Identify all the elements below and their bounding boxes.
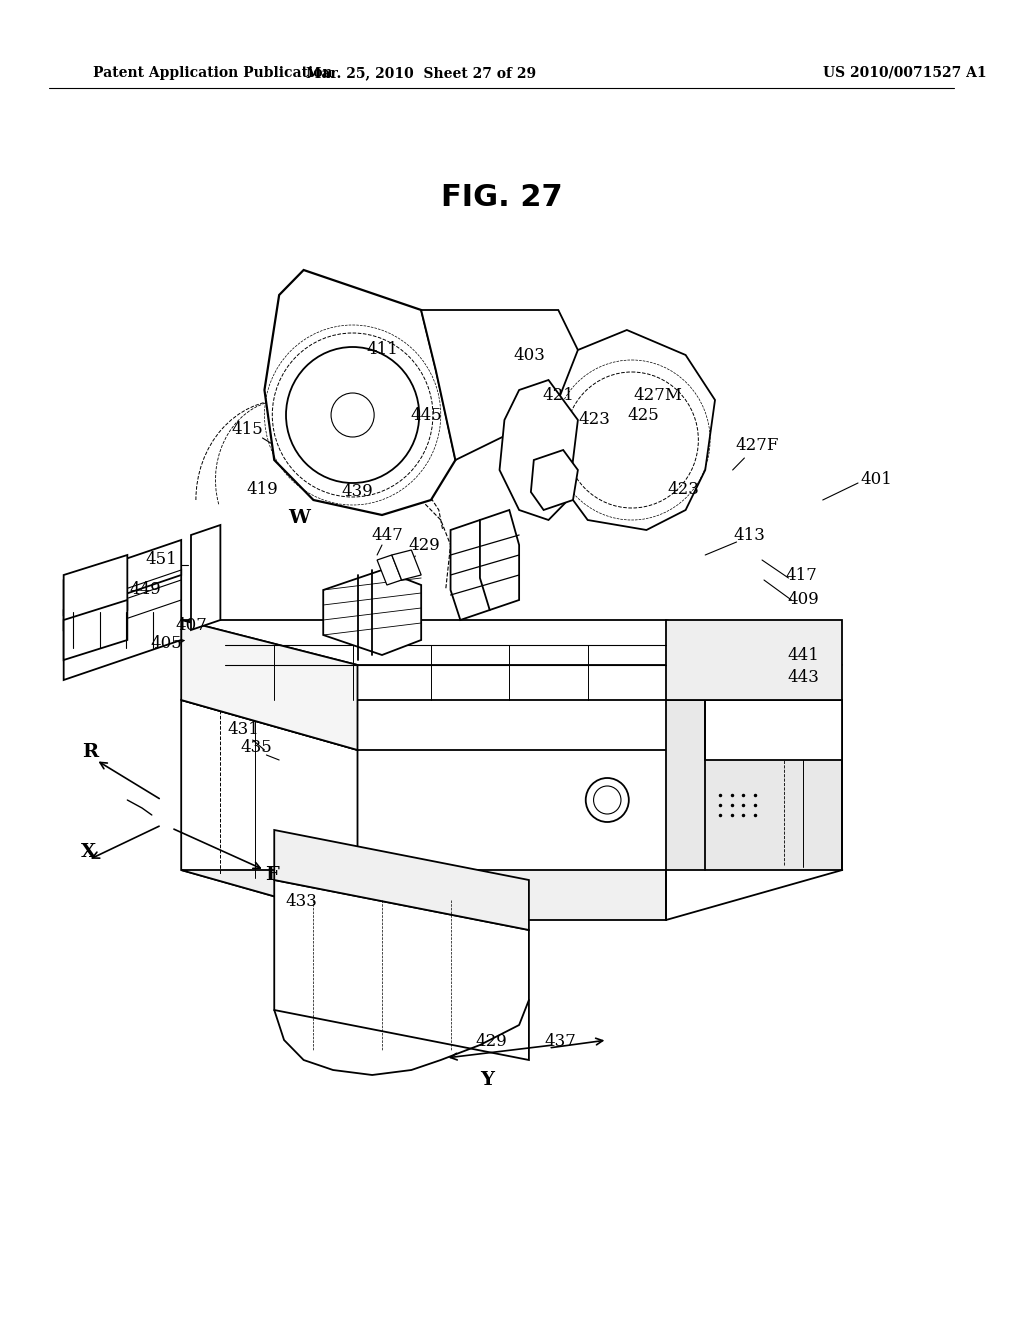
Text: 403: 403 xyxy=(513,346,545,363)
Text: 439: 439 xyxy=(342,483,374,500)
Text: US 2010/0071527 A1: US 2010/0071527 A1 xyxy=(822,66,986,81)
Polygon shape xyxy=(421,310,578,459)
Circle shape xyxy=(331,393,374,437)
Text: 419: 419 xyxy=(247,482,279,499)
Text: 411: 411 xyxy=(366,342,398,359)
Text: 437: 437 xyxy=(545,1034,577,1051)
Polygon shape xyxy=(63,540,181,615)
Polygon shape xyxy=(500,380,578,520)
Text: X: X xyxy=(81,843,96,861)
Text: 431: 431 xyxy=(227,722,259,738)
Text: Y: Y xyxy=(480,1071,494,1089)
Text: 421: 421 xyxy=(543,387,574,404)
Text: 441: 441 xyxy=(787,647,819,664)
Text: 429: 429 xyxy=(409,536,440,553)
Polygon shape xyxy=(530,450,578,510)
Text: 429: 429 xyxy=(476,1034,508,1051)
Text: R: R xyxy=(82,743,98,762)
Text: 449: 449 xyxy=(129,582,161,598)
Text: 423: 423 xyxy=(579,412,610,429)
Text: Patent Application Publication: Patent Application Publication xyxy=(93,66,333,81)
Circle shape xyxy=(594,785,621,814)
Text: 405: 405 xyxy=(151,635,182,652)
Polygon shape xyxy=(63,601,127,660)
Text: 427M: 427M xyxy=(634,387,683,404)
Polygon shape xyxy=(549,330,715,531)
Polygon shape xyxy=(480,510,519,610)
Polygon shape xyxy=(181,700,843,750)
Text: 423: 423 xyxy=(668,482,699,499)
Polygon shape xyxy=(181,870,666,920)
Polygon shape xyxy=(63,570,181,680)
Polygon shape xyxy=(706,700,843,760)
Polygon shape xyxy=(666,700,843,870)
Circle shape xyxy=(586,777,629,822)
Polygon shape xyxy=(191,525,220,630)
Polygon shape xyxy=(480,548,509,582)
Text: 435: 435 xyxy=(241,739,272,756)
Text: Mar. 25, 2010  Sheet 27 of 29: Mar. 25, 2010 Sheet 27 of 29 xyxy=(306,66,537,81)
Polygon shape xyxy=(63,554,127,630)
Circle shape xyxy=(286,347,419,483)
Text: 425: 425 xyxy=(628,407,659,424)
Text: 445: 445 xyxy=(411,407,442,424)
Text: 407: 407 xyxy=(175,616,207,634)
Polygon shape xyxy=(274,830,529,931)
Polygon shape xyxy=(377,554,401,585)
Polygon shape xyxy=(274,880,529,1060)
Polygon shape xyxy=(181,700,357,920)
Text: 413: 413 xyxy=(733,527,765,544)
Text: 443: 443 xyxy=(787,669,819,686)
Polygon shape xyxy=(264,271,456,515)
Text: FIG. 27: FIG. 27 xyxy=(440,183,562,213)
Text: F: F xyxy=(265,866,280,884)
Polygon shape xyxy=(181,620,843,665)
Text: 409: 409 xyxy=(787,591,819,609)
Text: W: W xyxy=(288,510,309,527)
Polygon shape xyxy=(181,620,357,750)
Polygon shape xyxy=(666,620,843,700)
Text: 433: 433 xyxy=(286,894,317,911)
Text: 415: 415 xyxy=(231,421,263,438)
Polygon shape xyxy=(451,520,489,620)
Polygon shape xyxy=(324,570,421,655)
Text: 427F: 427F xyxy=(735,437,779,454)
Polygon shape xyxy=(392,550,421,579)
Text: 401: 401 xyxy=(861,471,893,488)
Text: 451: 451 xyxy=(145,552,177,569)
Text: 417: 417 xyxy=(785,566,817,583)
Text: 447: 447 xyxy=(371,527,402,544)
